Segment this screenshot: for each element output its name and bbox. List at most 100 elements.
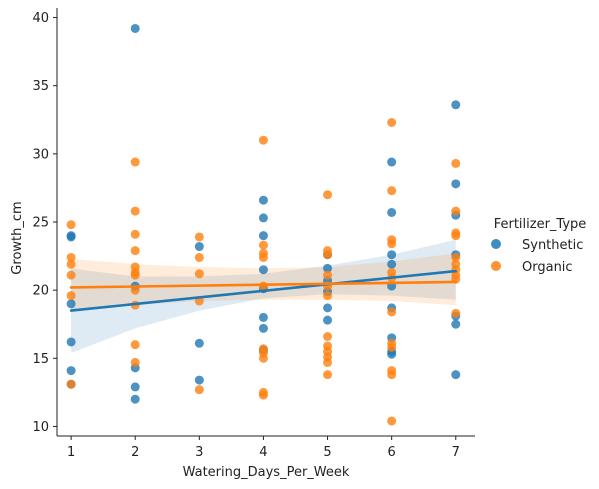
data-point-organic — [130, 285, 140, 295]
y-axis-label: Growth_cm — [10, 201, 25, 274]
legend-marker-organic — [491, 261, 501, 271]
y-tick-label: 15 — [32, 352, 49, 367]
x-axis-ticks: 1 2 3 4 5 6 7 — [67, 436, 460, 460]
data-point-organic — [130, 157, 140, 167]
data-point-synthetic — [387, 349, 397, 359]
data-point-organic — [258, 135, 268, 145]
data-point-synthetic — [130, 394, 140, 404]
data-point-synthetic — [258, 323, 268, 333]
data-point-organic — [66, 270, 76, 280]
data-point-organic — [451, 252, 461, 262]
regression-line-synthetic — [69, 269, 458, 312]
y-axis-ticks: 10 15 20 25 30 35 40 — [32, 11, 57, 435]
x-tick-label: 2 — [131, 445, 139, 460]
data-point-synthetic — [323, 263, 333, 273]
ci-band-synthetic — [71, 239, 456, 353]
legend-title: Fertilizer_Type — [494, 217, 587, 232]
legend-label-organic: Organic — [522, 260, 573, 275]
data-point-organic — [130, 270, 140, 280]
data-point-synthetic — [66, 232, 76, 242]
data-point-organic — [130, 357, 140, 367]
data-point-synthetic — [66, 299, 76, 309]
y-tick-label: 35 — [32, 79, 49, 94]
legend-marker-synthetic — [491, 239, 501, 249]
data-point-synthetic — [323, 303, 333, 313]
data-point-organic — [387, 186, 397, 196]
data-point-synthetic — [258, 312, 268, 322]
data-point-synthetic — [66, 337, 76, 347]
data-point-synthetic — [451, 319, 461, 329]
data-point-synthetic — [258, 213, 268, 223]
x-tick-label: 7 — [452, 445, 460, 460]
data-point-synthetic — [387, 250, 397, 260]
data-point-organic — [451, 158, 461, 168]
x-axis-label: Watering_Days_Per_Week — [183, 465, 350, 480]
data-point-synthetic — [387, 157, 397, 167]
data-point-organic — [258, 252, 268, 262]
data-point-synthetic — [194, 242, 204, 252]
data-point-organic — [194, 232, 204, 242]
data-point-organic — [130, 340, 140, 350]
regression-line-organic — [69, 280, 458, 289]
data-point-organic — [323, 190, 333, 200]
data-point-organic — [194, 269, 204, 279]
y-tick-label: 25 — [32, 216, 49, 231]
data-point-synthetic — [451, 370, 461, 380]
data-point-organic — [387, 239, 397, 249]
data-point-synthetic — [194, 375, 204, 385]
axes: 1 2 3 4 5 6 7 10 15 20 25 30 35 40 — [32, 8, 475, 460]
data-point-organic — [130, 229, 140, 239]
data-point-synthetic — [387, 207, 397, 217]
data-point-organic — [130, 246, 140, 256]
data-point-organic — [387, 307, 397, 317]
data-point-organic — [323, 357, 333, 367]
data-point-organic — [387, 370, 397, 380]
data-point-organic — [387, 416, 397, 426]
data-point-synthetic — [130, 23, 140, 33]
data-point-organic — [66, 252, 76, 262]
x-tick-label: 1 — [67, 445, 75, 460]
data-point-organic — [323, 250, 333, 260]
y-tick-label: 20 — [32, 284, 49, 299]
data-point-organic — [323, 270, 333, 280]
y-tick-label: 30 — [32, 147, 49, 162]
data-point-organic — [258, 353, 268, 363]
x-tick-label: 4 — [259, 445, 267, 460]
y-tick-label: 40 — [32, 11, 49, 26]
data-point-synthetic — [451, 100, 461, 110]
regression-lines — [69, 269, 458, 312]
data-point-organic — [323, 331, 333, 341]
data-point-organic — [451, 308, 461, 318]
data-point-organic — [194, 385, 204, 395]
data-point-organic — [130, 206, 140, 216]
data-point-organic — [194, 252, 204, 262]
data-point-organic — [66, 259, 76, 269]
data-point-synthetic — [194, 338, 204, 348]
data-point-organic — [66, 220, 76, 230]
data-point-organic — [323, 370, 333, 380]
x-tick-label: 3 — [195, 445, 203, 460]
scatter-points — [66, 23, 461, 426]
y-tick-label: 10 — [32, 420, 49, 435]
x-tick-label: 6 — [388, 445, 396, 460]
data-point-synthetic — [258, 195, 268, 205]
data-point-synthetic — [323, 315, 333, 325]
data-point-synthetic — [258, 231, 268, 241]
legend-label-synthetic: Synthetic — [522, 238, 583, 253]
data-point-organic — [258, 240, 268, 250]
data-point-synthetic — [451, 179, 461, 189]
data-point-organic — [258, 390, 268, 400]
data-point-synthetic — [258, 265, 268, 275]
data-point-organic — [323, 291, 333, 301]
data-point-organic — [66, 379, 76, 389]
data-point-organic — [451, 206, 461, 216]
x-tick-label: 5 — [323, 445, 331, 460]
data-point-synthetic — [130, 382, 140, 392]
legend: Fertilizer_Type Synthetic Organic — [491, 217, 586, 275]
data-point-synthetic — [387, 259, 397, 269]
data-point-organic — [387, 117, 397, 127]
data-point-organic — [387, 342, 397, 352]
data-point-synthetic — [66, 366, 76, 376]
data-point-organic — [451, 231, 461, 241]
